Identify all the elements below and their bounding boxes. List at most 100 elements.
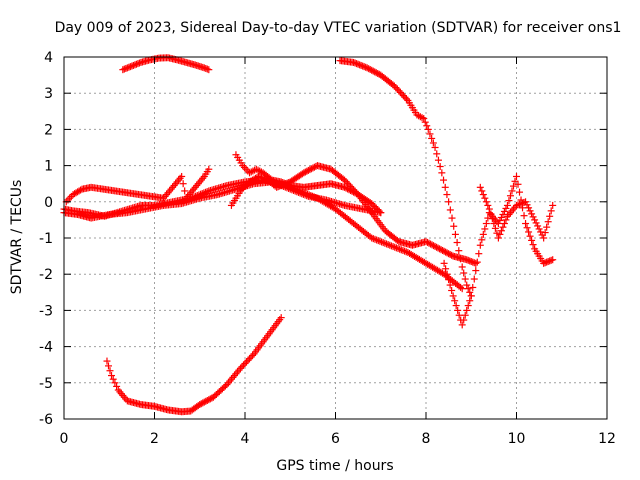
x-axis-label: GPS time / hours [276,458,393,474]
data-point [526,232,534,240]
data-point [520,212,528,220]
data-point [285,181,293,189]
data-point [181,187,189,195]
data-point [442,265,450,273]
data-point [528,210,536,218]
data-point [426,130,434,138]
data-point [378,238,386,246]
data-point [360,63,368,71]
data-point [192,192,200,200]
data-point [394,245,402,253]
data-point [464,285,472,293]
data-point [249,167,257,175]
data-point [472,267,480,275]
data-point [200,398,208,406]
data-point [523,224,531,232]
data-point [374,206,382,214]
data-point [200,189,208,197]
data-point [392,244,400,252]
data-point [470,275,478,283]
data-point [310,193,318,201]
y-tick-label: -5 [39,376,53,392]
data-point [308,192,316,200]
data-point [243,181,251,189]
data-point [460,316,468,324]
data-point [482,220,490,228]
data-point [277,314,285,322]
data-point [443,249,451,257]
data-point [470,259,478,267]
data-point [475,250,483,258]
data-point [236,187,244,195]
data-point [238,363,246,371]
data-point [357,61,365,69]
data-point [431,242,439,250]
data-point [499,223,507,231]
data-point [493,229,501,237]
data-point [424,125,432,133]
data-point [374,237,382,245]
y-tick-label: 2 [44,122,53,138]
data-point [401,93,409,101]
data-point [198,190,206,198]
data-point [282,180,290,188]
data-point [238,185,246,193]
data-point [478,236,486,244]
data-point [434,156,442,164]
data-point [463,281,471,289]
data-point [342,184,350,192]
data-point [428,134,436,142]
data-point [549,201,557,209]
data-point [205,66,213,74]
data-point [441,183,449,191]
series-cluster-D [232,151,385,217]
data-point [377,209,385,217]
data-point [420,115,428,123]
data-point [373,236,381,244]
y-tick-label: 1 [44,159,53,175]
data-point [125,63,133,71]
data-point [434,244,442,252]
data-point [239,361,247,369]
data-point [485,205,493,213]
data-point [203,65,211,73]
data-point [205,165,213,173]
data-point [402,248,410,256]
data-point [436,245,444,253]
data-point [422,238,430,246]
data-point [246,355,254,363]
data-point [458,321,466,329]
data-point [479,191,487,199]
data-point [129,61,137,69]
data-point [307,165,315,173]
data-point [440,259,448,267]
data-point [304,166,312,174]
data-point [369,67,377,75]
data-point [500,220,508,228]
data-point [391,243,399,251]
data-point [348,187,356,195]
data-point [371,203,379,211]
data-point [506,192,514,200]
data-point [280,179,288,187]
y-tick-label: -3 [39,303,53,319]
data-point [424,238,432,246]
data-point [543,258,551,266]
data-point [300,169,308,177]
data-point [516,200,524,208]
data-point [549,256,557,264]
data-point [541,259,549,267]
data-point [478,187,486,195]
data-point [469,283,477,291]
data-point [368,66,376,74]
data-point [366,65,374,73]
data-point [525,228,533,236]
data-point [499,210,507,218]
data-point [347,187,355,195]
data-point [544,218,552,226]
data-point [371,235,379,243]
data-point [241,359,249,367]
x-tick-label: 2 [150,431,159,447]
data-point [505,197,513,205]
data-point [393,236,401,244]
